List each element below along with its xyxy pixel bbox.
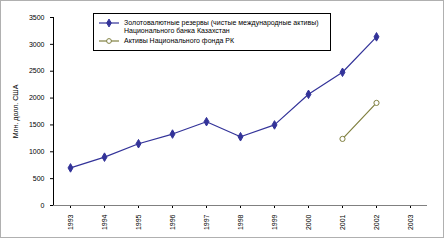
svg-text:500: 500: [33, 175, 45, 182]
svg-text:1999: 1999: [271, 214, 278, 230]
svg-text:3500: 3500: [29, 14, 45, 21]
svg-text:2500: 2500: [29, 67, 45, 74]
svg-text:1994: 1994: [101, 214, 108, 230]
svg-text:0: 0: [41, 202, 45, 209]
svg-text:3000: 3000: [29, 41, 45, 48]
html-text:Активы Национального фонда РК: Активы Национального фонда РК: [124, 37, 235, 44]
svg-text:1996: 1996: [169, 214, 176, 230]
svg-text:2001: 2001: [339, 214, 346, 230]
html-text:Золотовалютные резервы (чистые: Золотовалютные резервы (чистые междунаро…: [124, 19, 319, 34]
svg-text:Млн. долл. США: Млн. долл. США: [12, 84, 20, 138]
svg-text:2003: 2003: [407, 214, 414, 230]
svg-text:1998: 1998: [237, 214, 244, 230]
svg-text:2000: 2000: [305, 214, 312, 230]
svg-text:2000: 2000: [29, 94, 45, 101]
svg-text:2002: 2002: [373, 214, 380, 230]
svg-text:1500: 1500: [29, 121, 45, 128]
svg-text:1997: 1997: [203, 214, 210, 230]
svg-text:1993: 1993: [67, 214, 74, 230]
svg-text:1000: 1000: [29, 148, 45, 155]
svg-text:1995: 1995: [135, 214, 142, 230]
